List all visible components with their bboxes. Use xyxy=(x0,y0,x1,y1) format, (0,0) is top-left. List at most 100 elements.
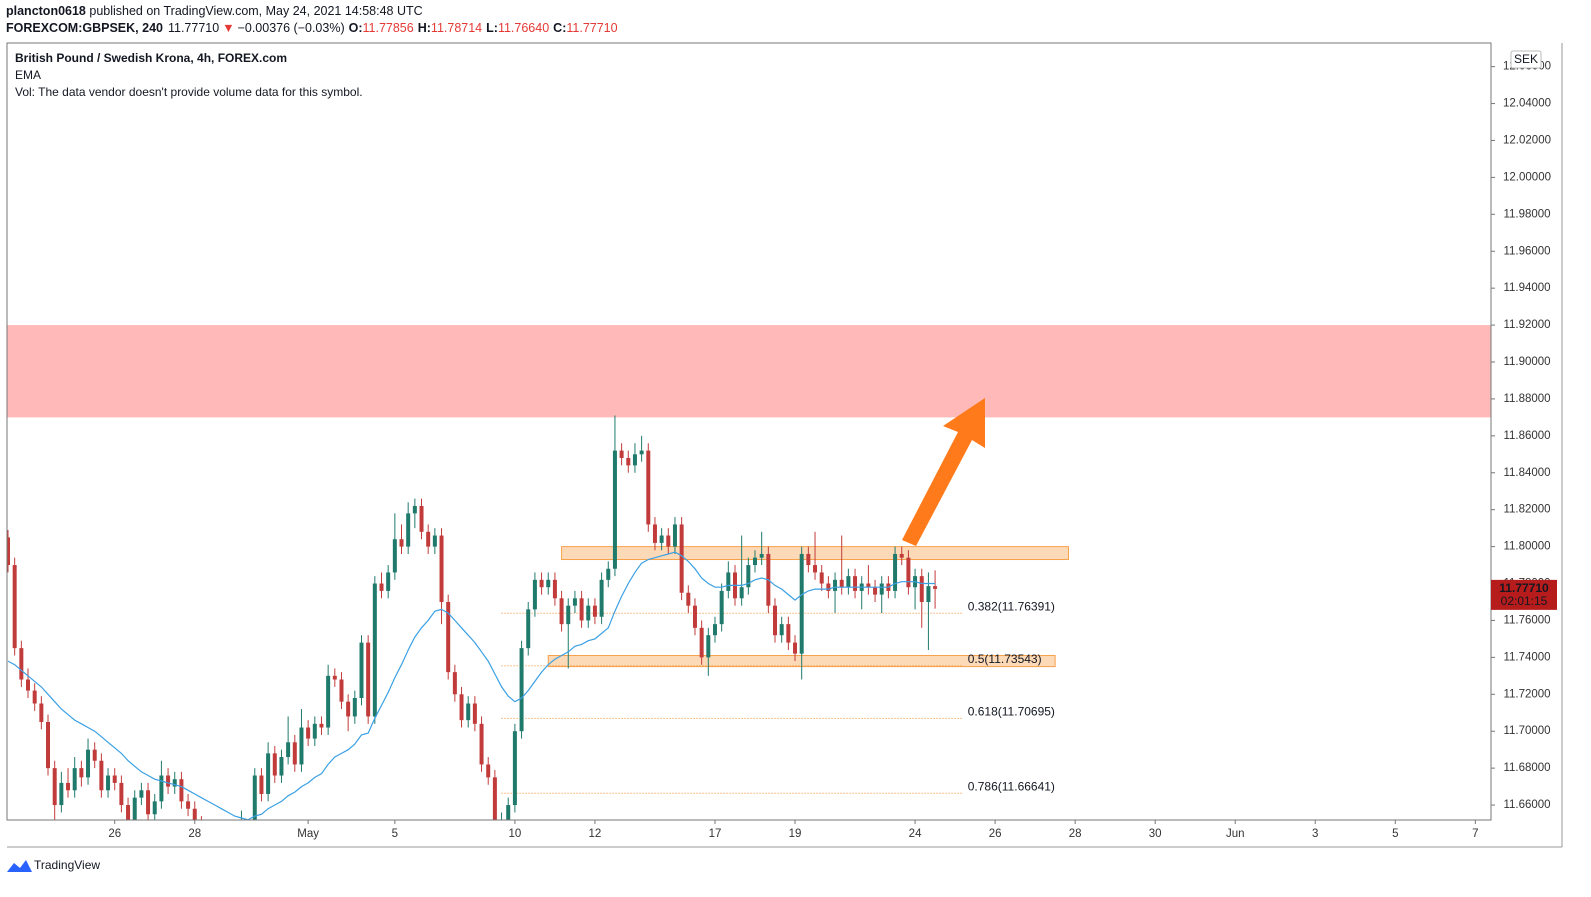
candle-body xyxy=(626,457,631,466)
last: 11.77710 xyxy=(168,21,219,35)
candle-body xyxy=(512,731,517,806)
l-label: L: xyxy=(486,21,498,35)
candle-body xyxy=(559,598,564,625)
candle-body xyxy=(312,723,317,739)
currency-badge xyxy=(1510,50,1542,69)
x-tick-label: 5 xyxy=(1392,828,1398,840)
y-tick-label: 11.92000 xyxy=(1503,319,1550,331)
candle-body xyxy=(739,587,744,599)
candle-body xyxy=(686,592,691,606)
candle-body xyxy=(366,642,371,717)
candle-body xyxy=(472,703,477,724)
candle-body xyxy=(286,742,291,758)
candle-body xyxy=(339,679,344,702)
candle-body xyxy=(866,583,871,588)
candle-body xyxy=(326,675,331,728)
x-tick-label: 28 xyxy=(188,828,201,840)
candle-body xyxy=(139,790,144,798)
candle-body xyxy=(706,635,711,658)
candle-body xyxy=(659,535,664,543)
candle-body xyxy=(72,768,77,791)
candle-body xyxy=(279,757,284,776)
candle-body xyxy=(466,703,471,721)
candle-body xyxy=(759,553,764,558)
candle-body xyxy=(926,586,931,602)
brand-logo xyxy=(7,860,32,872)
candle-body xyxy=(99,760,104,791)
fib-label: 0.5(11.73543) xyxy=(968,652,1042,666)
candle-body xyxy=(272,753,277,776)
y-tick-label: 11.82000 xyxy=(1503,504,1550,516)
x-tick-label: 17 xyxy=(709,828,722,840)
candle-body xyxy=(846,576,851,588)
candle-body xyxy=(446,601,451,673)
candle-body xyxy=(439,535,444,602)
arrow xyxy=(902,398,985,546)
candle-body xyxy=(492,777,497,820)
plot-frame xyxy=(6,42,1492,821)
candle-body xyxy=(352,697,357,717)
legend-title: British Pound / Swedish Krona, 4h, FOREX… xyxy=(15,51,287,65)
candle-body xyxy=(372,583,377,717)
candle-body xyxy=(879,583,884,595)
candle-body xyxy=(26,679,31,691)
candle-body xyxy=(786,624,791,643)
candle-body xyxy=(606,568,611,580)
candle-body xyxy=(799,553,804,654)
o-value: 11.77856 xyxy=(363,21,414,35)
published: published on TradingView.com, May 24, 20… xyxy=(86,4,423,18)
candle-body xyxy=(39,703,44,722)
candle-body xyxy=(86,749,91,778)
h-label: H: xyxy=(418,21,431,35)
symbol: FOREXCOM:GBPSEK, 240 xyxy=(6,21,163,35)
candle-body xyxy=(52,768,57,806)
x-tick-label: 28 xyxy=(1069,828,1082,840)
candle-body xyxy=(793,642,798,654)
legend-ema: EMA xyxy=(15,68,41,82)
y-tick-label: 12.00000 xyxy=(1503,171,1551,183)
candle-body xyxy=(853,576,858,591)
fib-label: 0.382(11.76391) xyxy=(968,599,1055,613)
candle-body xyxy=(586,605,591,621)
candle-body xyxy=(106,775,111,791)
candle-body xyxy=(479,723,484,765)
brand: TradingView xyxy=(34,858,100,872)
candle-body xyxy=(299,727,304,765)
y-tick-label: 12.02000 xyxy=(1503,135,1551,147)
candle-body xyxy=(819,572,824,584)
candle-body xyxy=(426,531,431,547)
candle-body xyxy=(346,701,351,717)
x-tick-label: 26 xyxy=(989,828,1002,840)
candle-body xyxy=(566,605,571,625)
x-tick-label: 7 xyxy=(1472,828,1478,840)
candle-body xyxy=(893,553,898,591)
x-tick-label: 26 xyxy=(108,828,121,840)
candle-body xyxy=(172,779,177,787)
y-tick-label: 12.04000 xyxy=(1503,98,1551,110)
candle-body xyxy=(452,672,457,695)
author: plancton0618 xyxy=(6,4,86,18)
h-value: 11.78714 xyxy=(431,21,482,35)
candle-body xyxy=(579,598,584,621)
candle-body xyxy=(292,742,297,765)
x-tick-label: Jun xyxy=(1226,828,1245,840)
x-tick-label: 10 xyxy=(508,828,521,840)
candle-body xyxy=(552,579,557,599)
y-tick-label: 11.74000 xyxy=(1503,651,1550,663)
candle-body xyxy=(599,579,604,617)
countdown: 02:01:15 xyxy=(1501,594,1548,608)
y-tick-label: 11.90000 xyxy=(1503,356,1550,368)
candle-body xyxy=(746,565,751,588)
down-arrow: ▼ xyxy=(222,21,234,35)
change: −0.00376 (−0.03%) xyxy=(238,21,345,35)
y-tick-label: 11.98000 xyxy=(1503,208,1550,220)
candle-body xyxy=(392,539,397,573)
candle-body xyxy=(419,505,424,532)
y-tick-label: 11.86000 xyxy=(1503,430,1550,442)
candle-body xyxy=(186,801,191,809)
candle-body xyxy=(386,572,391,591)
y-tick-label: 11.72000 xyxy=(1503,688,1550,700)
candle-body xyxy=(7,537,11,566)
candle-body xyxy=(92,749,97,761)
